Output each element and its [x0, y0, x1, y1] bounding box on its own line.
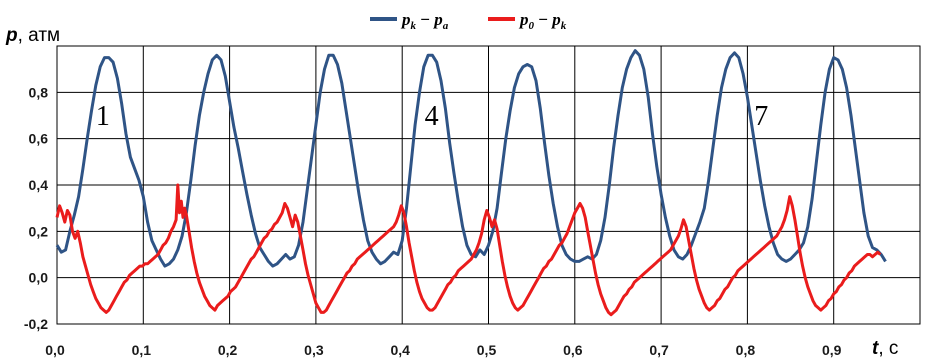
legend-label-1: p0 − pk [518, 10, 567, 32]
y-tick-labels: -0,2 0,0 0,2 0,4 0,6 0,8 [24, 84, 48, 332]
grid [56, 45, 921, 325]
y-axis-unit: атм [28, 25, 60, 46]
x-tick-label-0: 0,0 [45, 342, 65, 358]
legend-label-0: pk − pa [400, 10, 449, 32]
legend: pk − pa p0 − pk [370, 10, 567, 32]
y-tick-label-5: 0,8 [29, 84, 49, 100]
annotation-2: 7 [754, 101, 768, 132]
y-axis-symbol: p [5, 25, 18, 46]
y-tick-label-3: 0,4 [29, 177, 49, 193]
x-tick-label-1: 0,1 [132, 342, 152, 358]
x-tick-label-4: 0,4 [390, 342, 410, 358]
x-tick-labels: 0,0 0,1 0,2 0,3 0,4 0,5 0,6 0,7 0,8 0,9 [45, 342, 841, 358]
x-tick-label-5: 0,5 [477, 342, 497, 358]
annotation-1: 4 [425, 101, 439, 132]
legend-entry-0: pk − pa [370, 10, 449, 32]
legend-entry-1: p0 − pk [488, 10, 567, 32]
series-line-0 [55, 49, 887, 268]
x-tick-label-9: 0,9 [822, 342, 842, 358]
y-tick-label-2: 0,2 [29, 223, 49, 239]
x-tick-label-2: 0,2 [218, 342, 238, 358]
annotation-0: 1 [96, 101, 110, 132]
y-tick-label-4: 0,6 [29, 131, 49, 147]
x-axis-symbol: t [872, 338, 879, 359]
x-tick-label-3: 0,3 [304, 342, 324, 358]
y-tick-label-1: 0,0 [29, 270, 49, 286]
x-tick-label-6: 0,6 [563, 342, 583, 358]
annotations: 1 4 7 [96, 101, 768, 132]
x-axis-unit: с [889, 338, 899, 359]
series-layer [55, 49, 887, 317]
y-axis-label: p, атм [5, 25, 60, 46]
x-tick-label-7: 0,7 [649, 342, 669, 358]
y-tick-label-0: -0,2 [24, 316, 48, 332]
series-line-1 [55, 183, 882, 317]
x-tick-label-8: 0,8 [736, 342, 756, 358]
x-axis-label: t, с [872, 338, 898, 359]
